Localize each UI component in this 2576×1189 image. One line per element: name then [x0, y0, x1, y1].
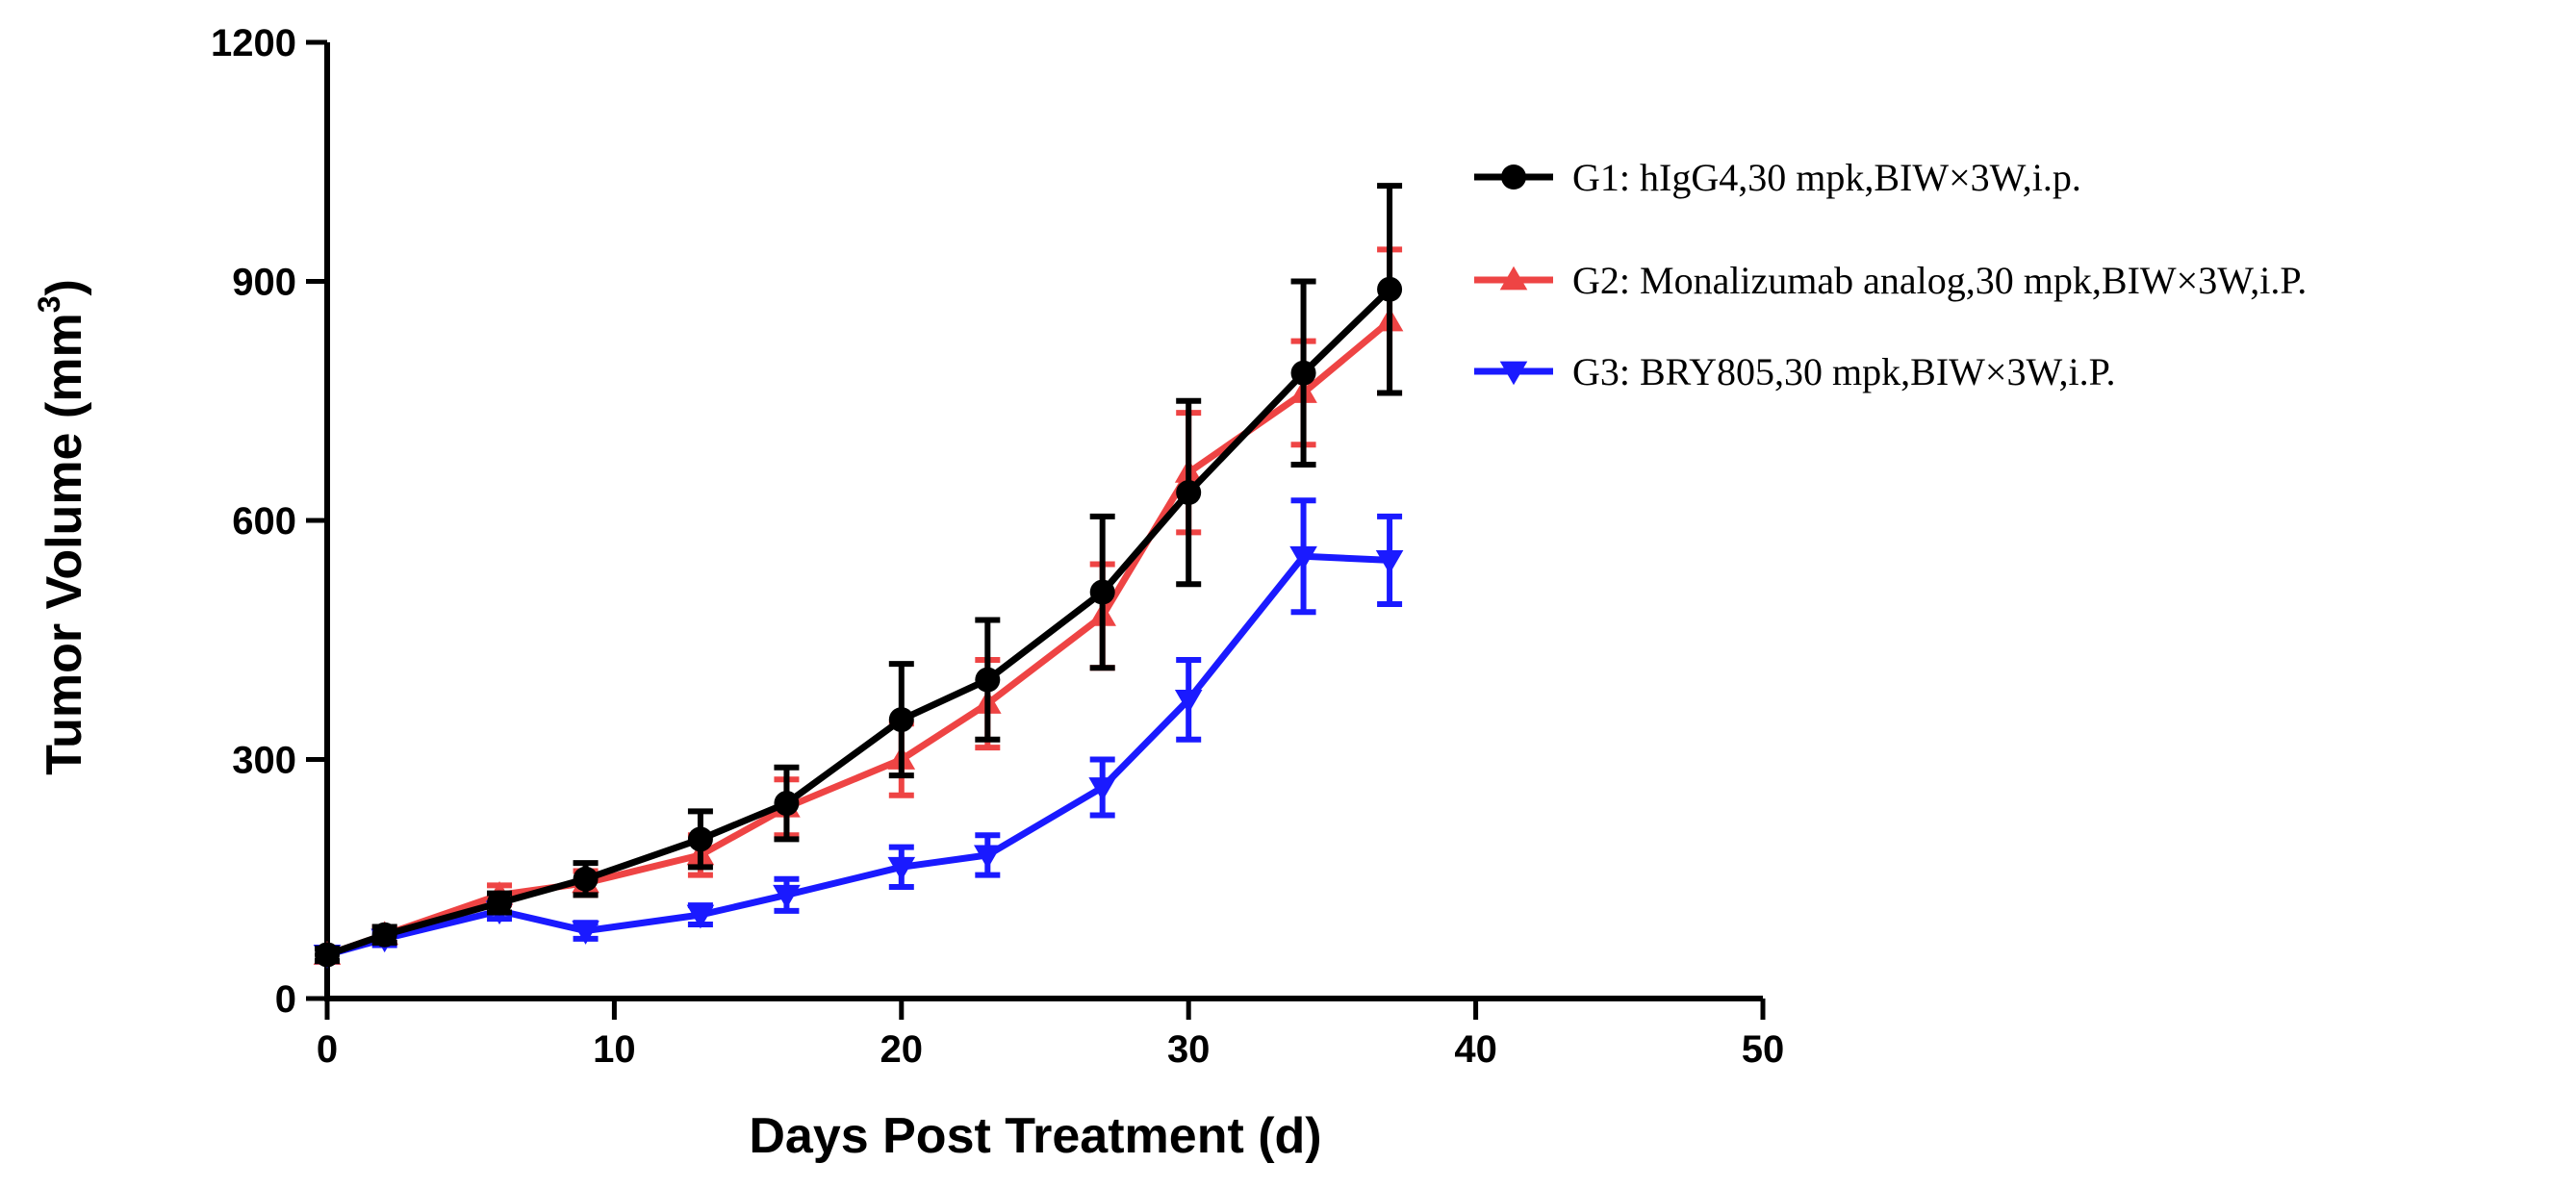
data-point-3-8 [1088, 777, 1116, 801]
legend-entry-3: G3: BRY805,30 mpk,BIW×3W,i.P. [1474, 350, 2115, 393]
data-point-3-11 [1375, 550, 1404, 574]
data-point-1-7 [975, 667, 1001, 693]
data-point-1-11 [1377, 276, 1403, 302]
legend-entry-1: G1: hIgG4,30 mpk,BIW×3W,i.p. [1474, 156, 2081, 199]
x-tick-label-50: 50 [1742, 1028, 1785, 1071]
legend-entry-2: G2: Monalizumab analog,30 mpk,BIW×3W,i.P… [1474, 259, 2307, 302]
y-tick-label-0: 0 [275, 978, 296, 1021]
legend-marker-1 [1501, 164, 1526, 190]
data-point-3-4 [686, 904, 715, 929]
data-point-1-5 [774, 791, 800, 817]
legend-marker-3 [1499, 361, 1528, 386]
legend-label-1: G1: hIgG4,30 mpk,BIW×3W,i.p. [1572, 156, 2081, 199]
y-axis-title-main: Tumor Volume (mm [37, 313, 92, 775]
y-tick-label-300: 300 [232, 740, 296, 782]
data-point-1-2 [487, 890, 513, 916]
series-line-1 [325, 287, 1392, 958]
legend: G1: hIgG4,30 mpk,BIW×3W,i.p. G2: Monalizu… [1474, 156, 2307, 393]
series-1 [315, 183, 1403, 968]
x-axis-title: Days Post Treatment (d) [749, 1108, 1321, 1164]
series-line-3 [326, 552, 1390, 958]
legend-marker-2 [1499, 266, 1528, 291]
data-point-1-6 [888, 707, 914, 733]
data-point-1-1 [371, 922, 397, 948]
data-point-3-9 [1174, 689, 1203, 714]
y-axis-title: Tumor Volume (mm3) [32, 279, 92, 775]
x-tick-label-10: 10 [593, 1028, 636, 1071]
y-tick-label-900: 900 [232, 262, 296, 304]
x-tick-label-40: 40 [1454, 1028, 1497, 1071]
y-axis-title-close: ) [37, 279, 92, 295]
data-point-1-8 [1089, 579, 1115, 605]
y-tick-label-600: 600 [232, 500, 296, 543]
data-point-3-10 [1289, 545, 1317, 570]
series-line-2 [325, 318, 1392, 958]
data-point-3-7 [974, 845, 1002, 870]
data-point-3-6 [887, 856, 916, 881]
x-tick-label-20: 20 [880, 1028, 924, 1071]
series-2 [313, 246, 1404, 965]
data-point-3-3 [572, 921, 599, 945]
series-3 [313, 497, 1404, 969]
series-layer [313, 183, 1404, 969]
y-tick-label-1200: 1200 [211, 22, 296, 64]
y-axis-title-superscript: 3 [32, 295, 66, 313]
legend-label-2: G2: Monalizumab analog,30 mpk,BIW×3W,i.P… [1572, 259, 2307, 302]
x-tick-label-30: 30 [1167, 1028, 1211, 1071]
data-point-1-3 [573, 866, 599, 892]
data-point-1-4 [687, 826, 713, 852]
data-point-3-5 [773, 884, 801, 909]
data-point-1-9 [1176, 480, 1202, 506]
data-point-1-10 [1290, 360, 1316, 386]
legend-label-3: G3: BRY805,30 mpk,BIW×3W,i.P. [1572, 350, 2115, 393]
x-tick-label-0: 0 [317, 1028, 338, 1071]
data-point-1-0 [315, 942, 340, 968]
axes: 0 10 20 30 40 50 0 300 600 900 1200 [211, 22, 1784, 1071]
